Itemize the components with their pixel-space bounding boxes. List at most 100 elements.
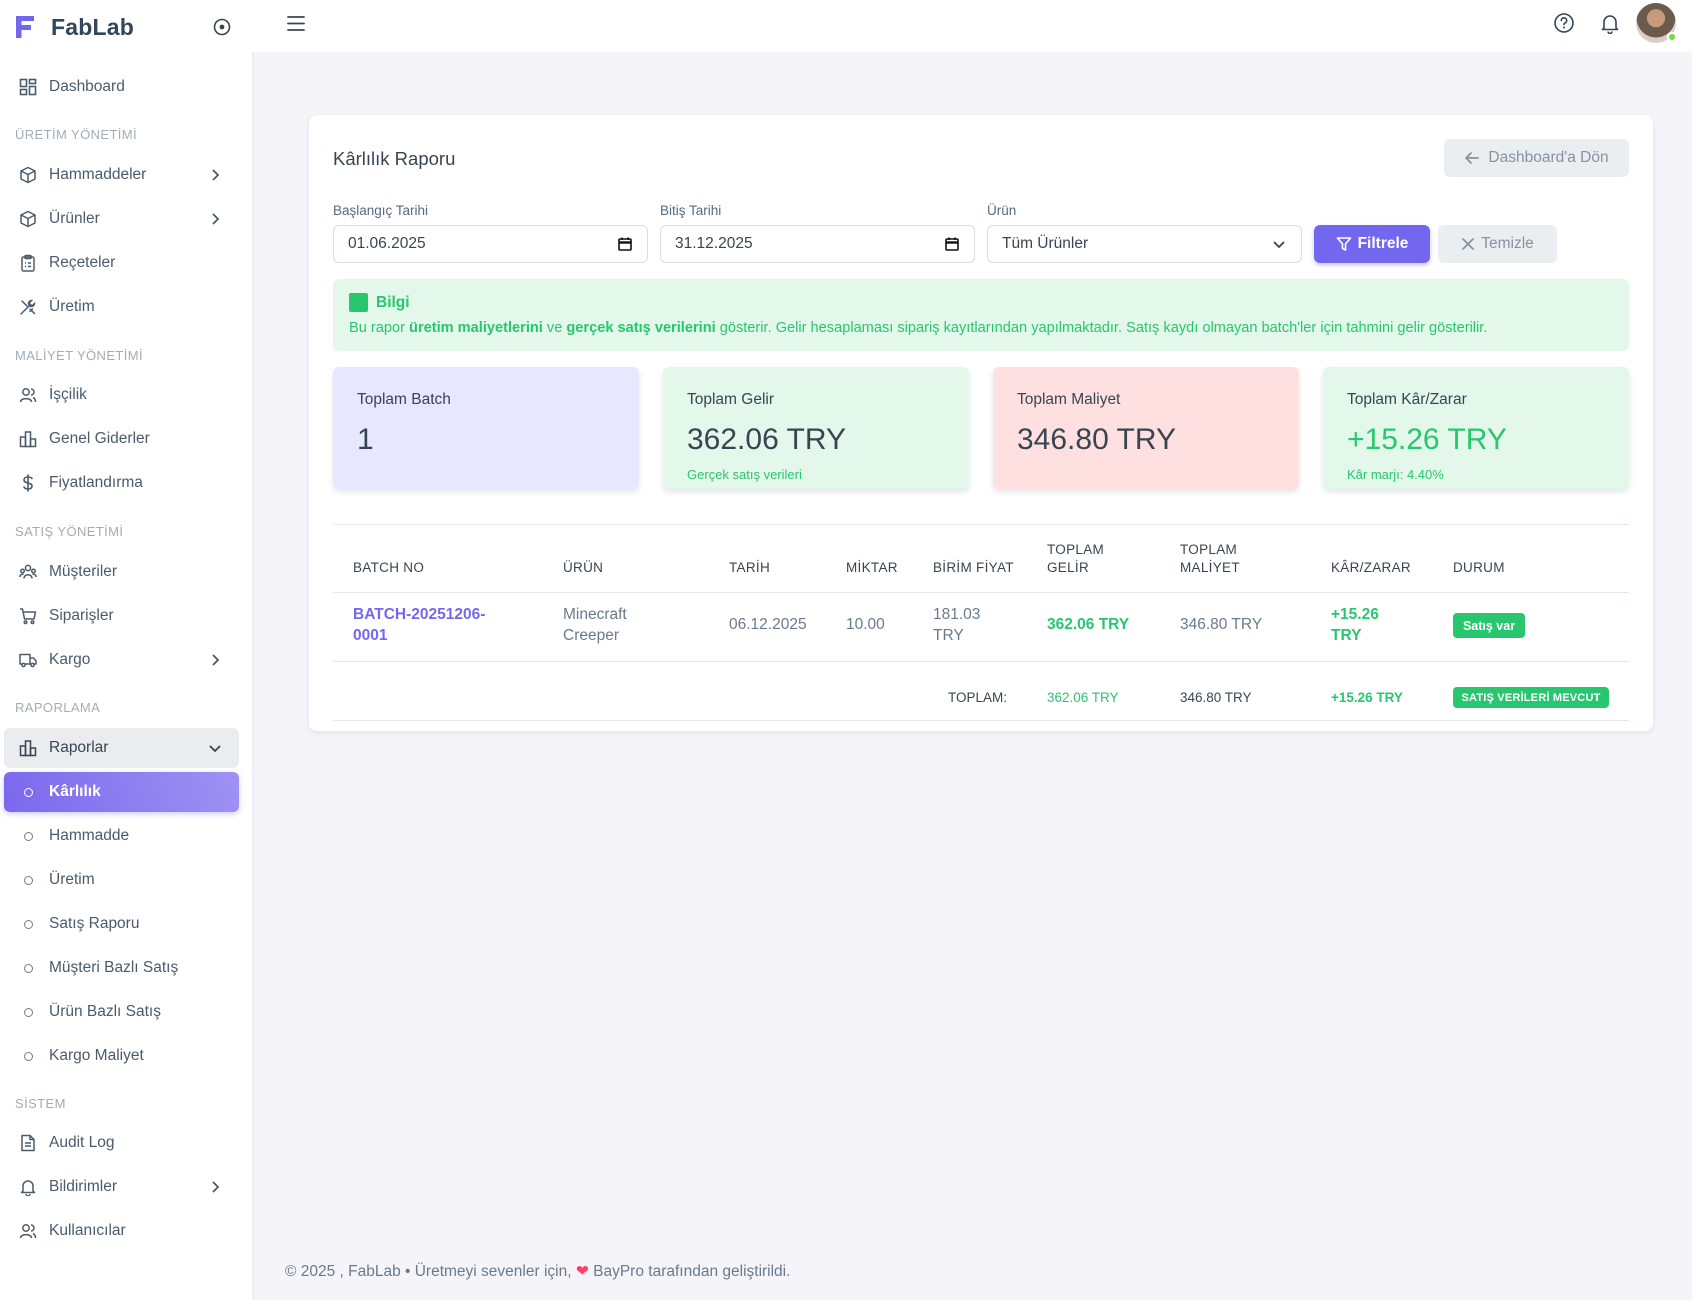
info-text-part: Bu rapor — [349, 320, 410, 336]
sidebar-subitem-kargo-maliyet[interactable]: Kargo Maliyet — [4, 1036, 239, 1076]
help-icon[interactable] — [1553, 12, 1575, 34]
clear-button[interactable]: Temizle — [1438, 225, 1557, 263]
sidebar-item-siparisler[interactable]: Siparişler — [4, 596, 239, 636]
sidebar-item-label: Bildirimler — [49, 1178, 118, 1195]
sidebar-item-label: Müşteri Bazlı Satış — [49, 959, 179, 976]
sidebar-item-label: Hammadde — [49, 827, 130, 844]
chart-icon — [18, 738, 38, 758]
sidebar-subitem-uretim[interactable]: Üretim — [4, 860, 239, 900]
brand[interactable]: FabLab — [14, 12, 239, 42]
box-icon — [18, 165, 38, 185]
section-header-production: ÜRETİM YÖNETİMİ — [15, 127, 138, 142]
info-text-part: ve — [542, 320, 567, 336]
file-icon — [18, 1133, 38, 1153]
menu-icon[interactable] — [286, 14, 308, 34]
filter-button[interactable]: Filtrele — [1314, 225, 1430, 263]
sidebar-item-raporlar[interactable]: Raporlar — [4, 728, 239, 768]
clipboard-icon — [18, 253, 38, 273]
sidebar-item-receteler[interactable]: Reçeteler — [4, 243, 239, 283]
section-header-system: SİSTEM — [15, 1096, 66, 1111]
header-line: MALİYET — [1180, 560, 1240, 575]
chevron-down-icon — [1273, 241, 1285, 249]
product-text: Creeper — [563, 627, 619, 644]
cell-profit: +15.26 TRY — [1331, 604, 1379, 646]
sidebar-item-label: Kargo Maliyet — [49, 1047, 144, 1064]
notification-bell-icon[interactable] — [1599, 12, 1621, 34]
sidebar-item-genel-giderler[interactable]: Genel Giderler — [4, 419, 239, 459]
product-text: Minecraft — [563, 606, 627, 623]
sidebar-item-label: Kargo — [49, 651, 91, 668]
sidebar-item-label: Kullanıcılar — [49, 1222, 126, 1239]
end-date-input[interactable]: 31.12.2025 — [660, 225, 975, 263]
calendar-icon[interactable] — [944, 236, 960, 252]
sidebar-item-musteriler[interactable]: Müşteriler — [4, 552, 239, 592]
user-avatar[interactable] — [1636, 3, 1677, 43]
chevron-right-icon — [212, 169, 220, 181]
sidebar-subitem-karlilik[interactable]: Kârlılık — [4, 772, 239, 812]
sidebar-subitem-urun-bazli-satis[interactable]: Ürün Bazlı Satış — [4, 992, 239, 1032]
back-to-dashboard-button[interactable]: Dashboard'a Dön — [1444, 139, 1629, 177]
page-title: Kârlılık Raporu — [333, 148, 456, 169]
start-date-input[interactable]: 01.06.2025 — [333, 225, 648, 263]
info-alert-text: Bu rapor üretim maliyetlerini ve gerçek … — [349, 320, 1487, 336]
sidebar-item-label: Ürün Bazlı Satış — [49, 1003, 161, 1020]
sidebar-subitem-hammadde[interactable]: Hammadde — [4, 816, 239, 856]
table-divider — [333, 524, 1629, 525]
sidebar-item-uretim[interactable]: Üretim — [4, 287, 239, 327]
header-line: TOPLAM — [1180, 542, 1238, 557]
dashboard-icon — [18, 77, 38, 97]
sidebar-item-fiyatlandirma[interactable]: Fiyatlandırma — [4, 463, 239, 503]
sidebar-item-label: Üretim — [49, 298, 95, 315]
info-alert-header: Bilgi — [349, 293, 410, 312]
footer-text: BayPro tarafından geliştirildi. — [588, 1263, 791, 1280]
cell-quantity: 10.00 — [846, 616, 885, 633]
batch-link[interactable]: BATCH-20251206- 0001 — [353, 604, 485, 646]
cell-product: Minecraft Creeper — [563, 604, 627, 646]
cell-date: 06.12.2025 — [729, 616, 807, 633]
sidebar-item-label: Siparişler — [49, 607, 114, 624]
brand-name: FabLab — [51, 13, 134, 40]
table-total-label: TOPLAM: — [948, 690, 1008, 705]
circle-icon — [24, 831, 33, 841]
table-divider — [333, 592, 1629, 593]
circle-icon — [24, 875, 33, 885]
sidebar-item-kargo[interactable]: Kargo — [4, 640, 239, 680]
sidebar-item-audit-log[interactable]: Audit Log — [4, 1123, 239, 1163]
sidebar-item-bildirimler[interactable]: Bildirimler — [4, 1167, 239, 1207]
calendar-icon[interactable] — [617, 236, 633, 252]
section-header-cost: MALİYET YÖNETİMİ — [15, 348, 144, 363]
sidebar: FabLab Dashboard ÜRETİM YÖNETİMİ Hammadd… — [0, 0, 252, 1300]
chevron-right-icon — [212, 1181, 220, 1193]
sidebar-item-hammaddeler[interactable]: Hammaddeler — [4, 155, 239, 195]
sidebar-item-iscilik[interactable]: İşçilik — [4, 375, 239, 415]
end-date-label: Bitiş Tarihi — [660, 203, 722, 218]
cart-icon — [18, 606, 38, 626]
sidebar-item-urunler[interactable]: Ürünler — [4, 199, 239, 239]
sidebar-item-kullanicilar[interactable]: Kullanıcılar — [4, 1211, 239, 1251]
column-header-status: DURUM — [1453, 560, 1505, 575]
fablab-logo-icon — [16, 16, 34, 38]
column-header-unit-price: BİRİM FİYAT — [933, 560, 1014, 575]
cell-unit-price: 181.03 TRY — [933, 604, 980, 646]
stat-label: Toplam Maliyet — [1017, 391, 1121, 408]
sidebar-toggle-icon[interactable] — [213, 18, 231, 36]
product-select[interactable]: Tüm Ürünler — [987, 225, 1302, 263]
sidebar-item-dashboard[interactable]: Dashboard — [4, 67, 239, 107]
section-header-sales: SATIŞ YÖNETİMİ — [15, 524, 124, 539]
dollar-icon — [18, 473, 38, 493]
cell-total-cost: 346.80 TRY — [1180, 616, 1263, 633]
filter-button-label: Filtrele — [1357, 235, 1409, 252]
info-text-bold: üretim maliyetlerini — [409, 320, 543, 336]
chevron-right-icon — [212, 213, 220, 225]
sidebar-subitem-musteri-bazli-satis[interactable]: Müşteri Bazlı Satış — [4, 948, 239, 988]
profit-text: TRY — [1331, 627, 1362, 644]
circle-icon — [24, 787, 33, 797]
sidebar-item-label: Kârlılık — [49, 783, 101, 800]
sidebar-item-label: Müşteriler — [49, 563, 118, 580]
sidebar-subitem-satis-raporu[interactable]: Satış Raporu — [4, 904, 239, 944]
product-select-value: Tüm Ürünler — [1002, 235, 1089, 252]
start-date-value: 01.06.2025 — [348, 235, 426, 252]
stat-value: 346.80 TRY — [1017, 423, 1177, 456]
sidebar-item-label: Reçeteler — [49, 254, 116, 271]
sidebar-item-label: Raporlar — [49, 739, 109, 756]
